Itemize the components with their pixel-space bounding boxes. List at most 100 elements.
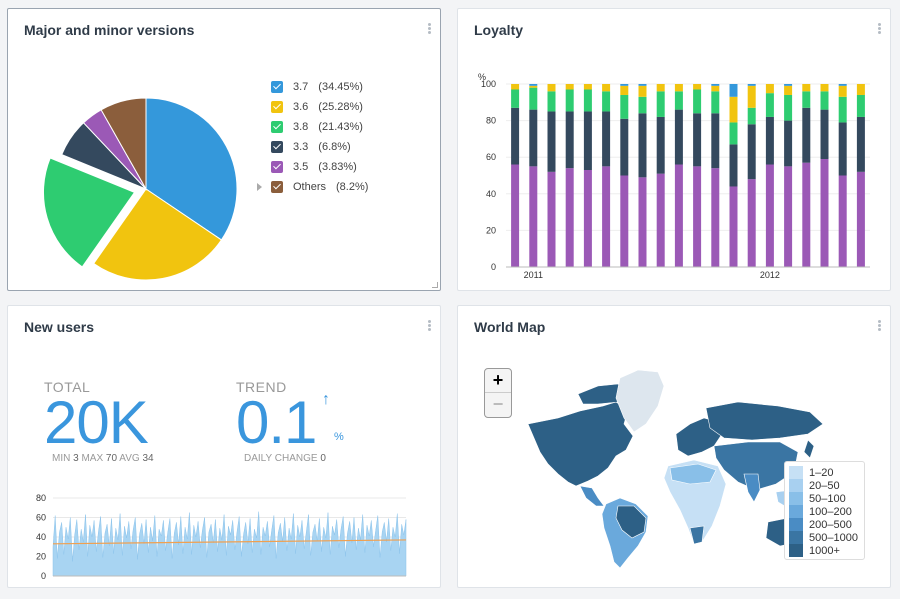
loyalty-bar-segment[interactable]: [856, 84, 865, 95]
legend-checkbox[interactable]: [271, 161, 283, 173]
loyalty-bar-segment[interactable]: [583, 170, 592, 267]
loyalty-bar-segment[interactable]: [765, 116, 774, 165]
legend-item[interactable]: 3.5 (3.83%): [271, 157, 368, 177]
world-map[interactable]: [458, 306, 892, 589]
loyalty-bar-segment[interactable]: [838, 122, 847, 176]
zoom-in-button[interactable]: +: [485, 369, 511, 393]
loyalty-bar-segment[interactable]: [583, 111, 592, 171]
loyalty-bar-segment[interactable]: [693, 166, 702, 267]
loyalty-bar-segment[interactable]: [583, 84, 592, 90]
loyalty-bar-segment[interactable]: [693, 84, 702, 90]
loyalty-bar-segment[interactable]: [765, 93, 774, 117]
pie-slice-3.6[interactable]: [93, 188, 223, 281]
loyalty-bar-segment[interactable]: [784, 166, 793, 267]
loyalty-bar-segment[interactable]: [529, 85, 538, 88]
loyalty-bar-segment[interactable]: [820, 91, 829, 110]
loyalty-bar-segment[interactable]: [784, 85, 793, 95]
loyalty-bar-segment[interactable]: [511, 89, 520, 108]
loyalty-bar-segment[interactable]: [784, 94, 793, 121]
loyalty-bar-segment[interactable]: [547, 171, 556, 267]
menu-icon[interactable]: [428, 23, 432, 34]
loyalty-bar-segment[interactable]: [602, 91, 611, 112]
loyalty-bar-segment[interactable]: [511, 107, 520, 165]
legend-checkbox[interactable]: [271, 121, 283, 133]
loyalty-bar-segment[interactable]: [693, 113, 702, 167]
loyalty-bar-segment[interactable]: [638, 84, 647, 86]
loyalty-bar-segment[interactable]: [656, 173, 665, 267]
loyalty-bar-segment[interactable]: [802, 162, 811, 267]
loyalty-bar-segment[interactable]: [856, 116, 865, 172]
legend-item[interactable]: 3.7 (34.45%): [271, 77, 368, 97]
loyalty-bar-segment[interactable]: [711, 113, 720, 169]
loyalty-bar-segment[interactable]: [602, 166, 611, 267]
loyalty-bar-segment[interactable]: [547, 111, 556, 172]
loyalty-bar-segment[interactable]: [711, 84, 720, 86]
loyalty-bar-segment[interactable]: [838, 85, 847, 97]
pie-slice-3.7[interactable]: [145, 97, 238, 241]
loyalty-bar-segment[interactable]: [856, 171, 865, 267]
loyalty-bar-segment[interactable]: [747, 85, 756, 108]
pie-slice-others[interactable]: [100, 97, 147, 191]
loyalty-bar-segment[interactable]: [729, 84, 738, 97]
loyalty-bar-segment[interactable]: [802, 107, 811, 163]
loyalty-bar-segment[interactable]: [820, 84, 829, 92]
legend-item[interactable]: 3.6 (25.28%): [271, 97, 368, 117]
loyalty-bar-segment[interactable]: [565, 168, 574, 267]
loyalty-bar-segment[interactable]: [602, 84, 611, 92]
loyalty-bar-segment[interactable]: [729, 96, 738, 123]
legend-checkbox[interactable]: [271, 101, 283, 113]
pie-slice-3.8[interactable]: [43, 157, 136, 268]
loyalty-bar-segment[interactable]: [820, 109, 829, 160]
loyalty-bar-segment[interactable]: [674, 84, 683, 92]
loyalty-bar-segment[interactable]: [856, 94, 865, 117]
menu-icon[interactable]: [428, 320, 432, 331]
loyalty-bar-segment[interactable]: [656, 116, 665, 174]
loyalty-bar-segment[interactable]: [565, 89, 574, 112]
legend-checkbox[interactable]: [271, 181, 283, 193]
loyalty-bar-segment[interactable]: [711, 168, 720, 267]
loyalty-bar-segment[interactable]: [656, 91, 665, 117]
loyalty-bar-segment[interactable]: [802, 91, 811, 108]
loyalty-bar-segment[interactable]: [638, 177, 647, 267]
loyalty-bar-segment[interactable]: [674, 164, 683, 267]
loyalty-bar-segment[interactable]: [784, 120, 793, 167]
loyalty-bar-segment[interactable]: [529, 84, 538, 86]
expand-arrow-icon[interactable]: [257, 183, 262, 191]
loyalty-bar-segment[interactable]: [565, 84, 574, 90]
loyalty-bar-segment[interactable]: [747, 84, 756, 86]
loyalty-bar-segment[interactable]: [729, 144, 738, 187]
loyalty-bar-segment[interactable]: [638, 85, 647, 97]
loyalty-bar-segment[interactable]: [529, 109, 538, 167]
loyalty-bar-segment[interactable]: [747, 124, 756, 180]
zoom-out-button[interactable]: −: [492, 394, 504, 414]
legend-item[interactable]: Others (8.2%): [257, 177, 368, 197]
loyalty-bar-segment[interactable]: [711, 85, 720, 92]
loyalty-bar-segment[interactable]: [565, 111, 574, 169]
loyalty-bar-segment[interactable]: [729, 122, 738, 145]
loyalty-bar-segment[interactable]: [620, 85, 629, 95]
loyalty-bar-segment[interactable]: [838, 96, 847, 123]
loyalty-bar-segment[interactable]: [511, 84, 520, 90]
loyalty-bar-segment[interactable]: [820, 159, 829, 267]
resize-handle[interactable]: [432, 282, 438, 288]
loyalty-bar-segment[interactable]: [638, 96, 647, 114]
loyalty-bar-segment[interactable]: [838, 84, 847, 86]
loyalty-bar-segment[interactable]: [656, 84, 665, 92]
loyalty-bar-segment[interactable]: [620, 94, 629, 119]
loyalty-bar-segment[interactable]: [620, 175, 629, 268]
legend-item[interactable]: 3.8 (21.43%): [271, 117, 368, 137]
loyalty-bar-segment[interactable]: [674, 91, 683, 110]
loyalty-bar-segment[interactable]: [765, 164, 774, 267]
loyalty-bar-segment[interactable]: [693, 89, 702, 114]
loyalty-bar-segment[interactable]: [602, 111, 611, 167]
menu-icon[interactable]: [878, 23, 882, 34]
legend-checkbox[interactable]: [271, 81, 283, 93]
loyalty-bar-segment[interactable]: [547, 91, 556, 112]
loyalty-bar-segment[interactable]: [784, 84, 793, 86]
loyalty-bar-segment[interactable]: [747, 179, 756, 267]
loyalty-bar-segment[interactable]: [547, 84, 556, 92]
loyalty-bar-segment[interactable]: [674, 109, 683, 165]
loyalty-bar-segment[interactable]: [529, 87, 538, 110]
loyalty-bar-segment[interactable]: [765, 84, 774, 94]
menu-icon[interactable]: [878, 320, 882, 331]
